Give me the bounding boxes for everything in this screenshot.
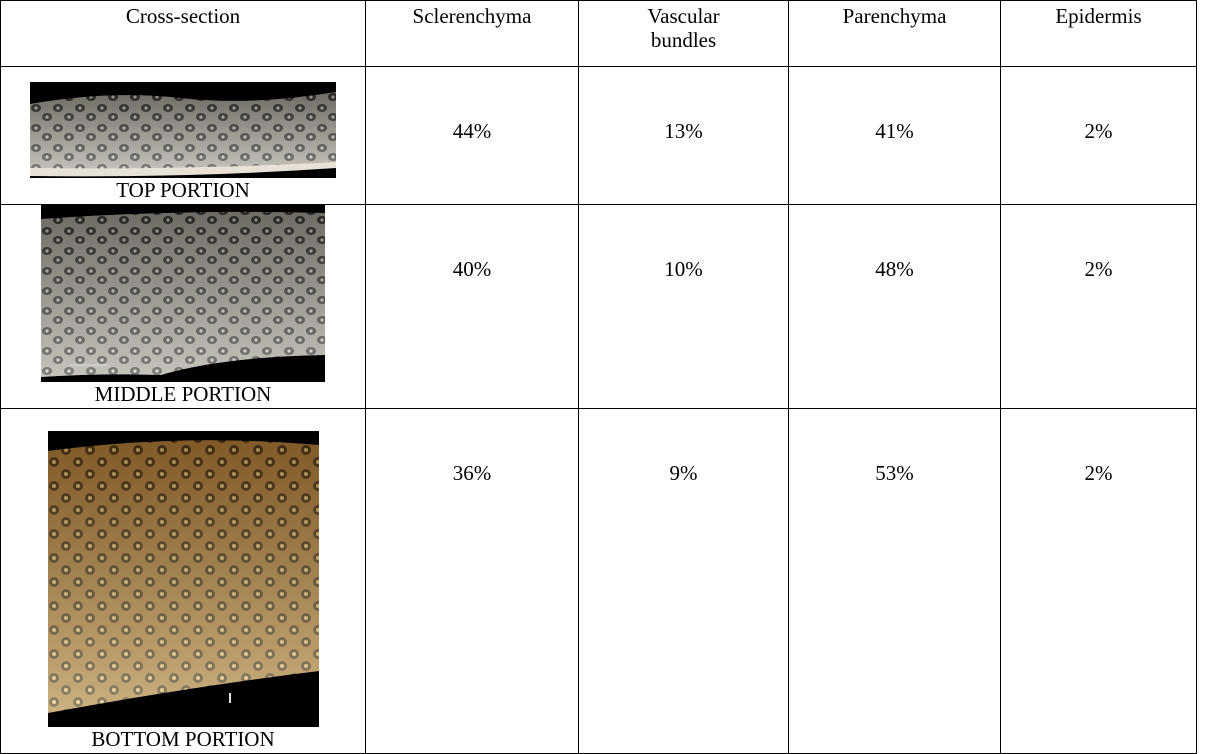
cell: 41%	[788, 66, 1001, 205]
header-text: Vascular bundles	[647, 4, 720, 52]
cell-text: 13%	[664, 119, 703, 143]
header-cell: Vascular bundles	[578, 0, 789, 67]
cell-text: 2%	[1084, 119, 1113, 143]
table-row: BOTTOM PORTION 36% 9% 53% 2%	[0, 408, 1197, 754]
cell-text: 2%	[1084, 461, 1113, 485]
image-cell: MIDDLE PORTION	[0, 204, 366, 409]
cell: 44%	[365, 66, 579, 205]
cell-text: 53%	[875, 461, 914, 485]
table-row: MIDDLE PORTION 40% 10% 48% 2%	[0, 204, 1197, 409]
cell-text: 10%	[664, 257, 703, 281]
cell: 48%	[788, 204, 1001, 409]
image-caption: BOTTOM PORTION	[91, 727, 275, 751]
image-cell: BOTTOM PORTION	[0, 408, 366, 754]
header-cell: Parenchyma	[788, 0, 1001, 67]
cell: 2%	[1000, 408, 1197, 754]
cell: 36%	[365, 408, 579, 754]
cell-text: 41%	[875, 119, 914, 143]
header-cell: Sclerenchyma	[365, 0, 579, 67]
cell: 2%	[1000, 204, 1197, 409]
cell-text: 9%	[669, 461, 698, 485]
image-caption: MIDDLE PORTION	[94, 382, 272, 406]
cell: 10%	[578, 204, 789, 409]
table-row: TOP PORTION 44% 13% 41% 2%	[0, 66, 1197, 205]
cross-section-image	[30, 82, 336, 178]
header-row: Cross-section Sclerenchyma Vascular bund…	[0, 0, 1197, 67]
cell-text: 44%	[452, 119, 492, 143]
header-cell: Epidermis	[1000, 0, 1197, 67]
cross-section-image	[41, 205, 325, 382]
cell: 2%	[1000, 66, 1197, 205]
cell: 9%	[578, 408, 789, 754]
cell-text: 40%	[452, 257, 492, 281]
image-caption: TOP PORTION	[116, 178, 250, 202]
image-cell: TOP PORTION	[0, 66, 366, 205]
cell: 13%	[578, 66, 789, 205]
cell-text: 48%	[875, 257, 914, 281]
cell-text: 2%	[1084, 257, 1113, 281]
cell-text: 36%	[452, 461, 492, 485]
header-cell: Cross-section	[0, 0, 366, 67]
cell: 40%	[365, 204, 579, 409]
cell: 53%	[788, 408, 1001, 754]
cross-section-image	[47, 431, 319, 727]
